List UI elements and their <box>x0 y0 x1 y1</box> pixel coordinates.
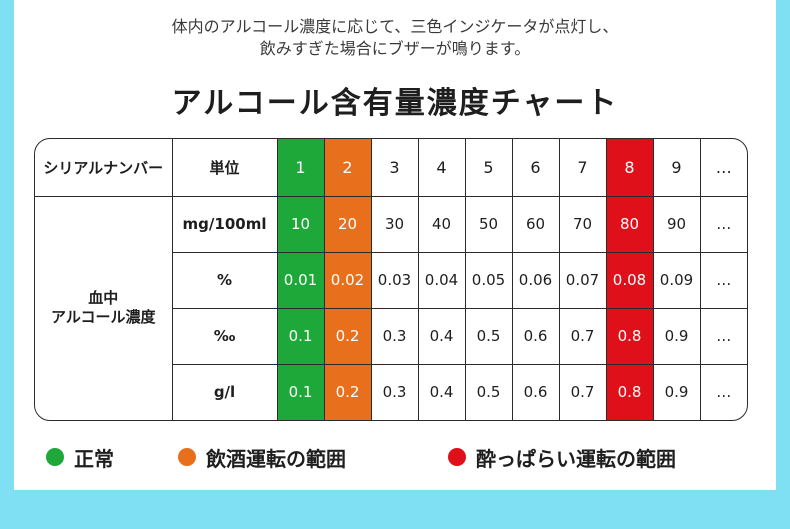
value-cell: … <box>699 195 747 253</box>
legend-item-drinking: 飲酒運転の範囲 <box>178 444 346 471</box>
value-cell: 0.05 <box>464 251 513 309</box>
group-label-line-1: 血中 <box>88 289 119 307</box>
value-cell: 0.01 <box>276 251 325 309</box>
value-cell: … <box>699 363 747 420</box>
intro-text: 体内のアルコール濃度に応じて、三色インジケータが点灯し、 飲みすぎた場合にブザー… <box>14 16 776 60</box>
value-cell: 0.6 <box>511 307 560 365</box>
blood-alcohol-label: 血中 アルコール濃度 <box>35 195 173 420</box>
value-cell: 0.08 <box>605 251 654 309</box>
unit-cell: % <box>172 251 278 309</box>
value-cell: … <box>699 251 747 309</box>
unit-cell: ‰ <box>172 307 278 365</box>
column-header: 4 <box>417 139 466 197</box>
value-cell: 0.02 <box>323 251 372 309</box>
table-row: g/l 0.1 0.2 0.3 0.4 0.5 0.6 0.7 0.8 0.9 … <box>35 363 747 420</box>
column-header: 1 <box>276 139 325 197</box>
serial-row: シリアルナンバー 単位 1 2 3 4 5 6 7 8 9 … <box>35 139 747 197</box>
value-cell: 0.09 <box>652 251 701 309</box>
value-cell: 0.4 <box>417 307 466 365</box>
column-header: 2 <box>323 139 372 197</box>
value-cell: 0.3 <box>370 307 419 365</box>
orange-dot-icon <box>178 448 196 466</box>
value-cell: 0.6 <box>511 363 560 420</box>
value-cell: 30 <box>370 195 419 253</box>
column-header: 8 <box>605 139 654 197</box>
serial-label: シリアルナンバー <box>35 139 173 197</box>
page-title: アルコール含有量濃度チャート <box>171 86 619 121</box>
value-cell: 60 <box>511 195 560 253</box>
column-header: 6 <box>511 139 560 197</box>
value-cell: 0.5 <box>464 363 513 420</box>
concentration-table-frame: シリアルナンバー 単位 1 2 3 4 5 6 7 8 9 … 血中 アルコール… <box>34 138 748 421</box>
value-cell: 0.2 <box>323 363 372 420</box>
value-cell: 0.7 <box>558 363 607 420</box>
column-header: 5 <box>464 139 513 197</box>
value-cell: 90 <box>652 195 701 253</box>
value-cell: 40 <box>417 195 466 253</box>
legend-label: 正常 <box>74 446 114 471</box>
chart-card: 体内のアルコール濃度に応じて、三色インジケータが点灯し、 飲みすぎた場合にブザー… <box>14 0 776 490</box>
column-header: 3 <box>370 139 419 197</box>
value-cell: 0.1 <box>276 307 325 365</box>
value-cell: 0.04 <box>417 251 466 309</box>
green-dot-icon <box>46 448 64 466</box>
value-cell: 0.03 <box>370 251 419 309</box>
value-cell: 0.06 <box>511 251 560 309</box>
column-header: … <box>699 139 747 197</box>
value-cell: 0.07 <box>558 251 607 309</box>
value-cell: 0.7 <box>558 307 607 365</box>
legend-item-normal: 正常 <box>46 444 114 471</box>
unit-cell: mg/100ml <box>171 195 278 253</box>
concentration-table: シリアルナンバー 単位 1 2 3 4 5 6 7 8 9 … 血中 アルコール… <box>35 139 747 420</box>
value-cell: 70 <box>558 195 607 253</box>
value-cell: 0.8 <box>605 363 654 420</box>
value-cell: 0.2 <box>323 307 372 365</box>
value-cell: 0.9 <box>652 363 701 420</box>
value-cell: 0.8 <box>605 307 654 365</box>
value-cell: 80 <box>605 195 654 253</box>
value-cell: 20 <box>323 195 372 253</box>
unit-label: 単位 <box>171 139 278 197</box>
value-cell: 10 <box>276 195 325 253</box>
value-cell: 0.3 <box>370 363 419 420</box>
value-cell: 0.5 <box>464 307 513 365</box>
value-cell: … <box>699 307 747 365</box>
legend-label: 飲酒運転の範囲 <box>206 446 346 471</box>
red-dot-icon <box>448 448 466 466</box>
value-cell: 50 <box>464 195 513 253</box>
column-header: 7 <box>558 139 607 197</box>
value-cell: 0.9 <box>652 307 701 365</box>
table-row: % 0.01 0.02 0.03 0.04 0.05 0.06 0.07 0.0… <box>35 251 747 309</box>
intro-line-2: 飲みすぎた場合にブザーが鳴ります。 <box>259 39 531 58</box>
table-row: 血中 アルコール濃度 mg/100ml 10 20 30 40 50 60 70… <box>35 195 747 420</box>
group-label-line-2: アルコール濃度 <box>50 308 156 326</box>
legend-item-drunk: 酔っぱらい運転の範囲 <box>448 444 676 471</box>
column-header: 9 <box>652 139 701 197</box>
unit-cell: g/l <box>172 363 278 420</box>
legend-label: 酔っぱらい運転の範囲 <box>476 446 676 471</box>
value-cell: 0.1 <box>276 363 325 420</box>
intro-line-1: 体内のアルコール濃度に応じて、三色インジケータが点灯し、 <box>171 17 619 36</box>
value-cell: 0.4 <box>417 363 466 420</box>
